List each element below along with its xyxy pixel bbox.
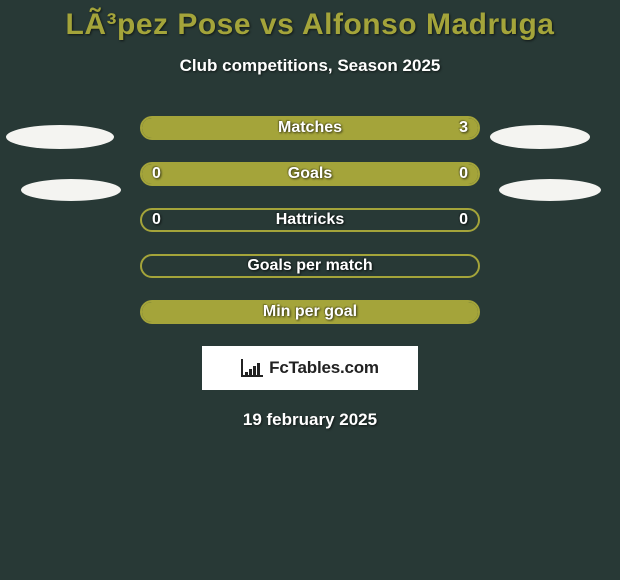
date-label: 19 february 2025	[0, 410, 620, 430]
stat-label: Matches	[278, 119, 342, 137]
avatar-placeholder	[21, 179, 121, 201]
stat-value-left: 0	[152, 165, 161, 183]
stat-label: Goals	[288, 165, 332, 183]
logo-text: FcTables.com	[269, 358, 379, 378]
stat-row: Goals per match	[140, 254, 480, 278]
stat-label: Hattricks	[276, 211, 344, 229]
stat-value-right: 3	[459, 119, 468, 137]
stat-label: Min per goal	[263, 303, 357, 321]
stat-value-right: 0	[459, 211, 468, 229]
stat-label: Goals per match	[247, 257, 372, 275]
avatar-placeholder	[499, 179, 601, 201]
stat-row: Min per goal	[140, 300, 480, 324]
avatar-placeholder	[6, 125, 114, 149]
stat-row: 0 Goals 0	[140, 162, 480, 186]
stats-container: Matches 3 0 Goals 0 0 Hattricks 0 Goals per matc…	[140, 116, 480, 324]
site-logo: FcTables.com	[202, 346, 418, 390]
avatar-placeholder	[490, 125, 590, 149]
subtitle: Club competitions, Season 2025	[0, 56, 620, 76]
stat-row: Matches 3	[140, 116, 480, 140]
stat-value-left: 0	[152, 211, 161, 229]
bar-chart-icon	[241, 359, 263, 377]
page-title: LÃ³pez Pose vs Alfonso Madruga	[0, 0, 620, 42]
stat-row: 0 Hattricks 0	[140, 208, 480, 232]
stat-value-right: 0	[459, 165, 468, 183]
